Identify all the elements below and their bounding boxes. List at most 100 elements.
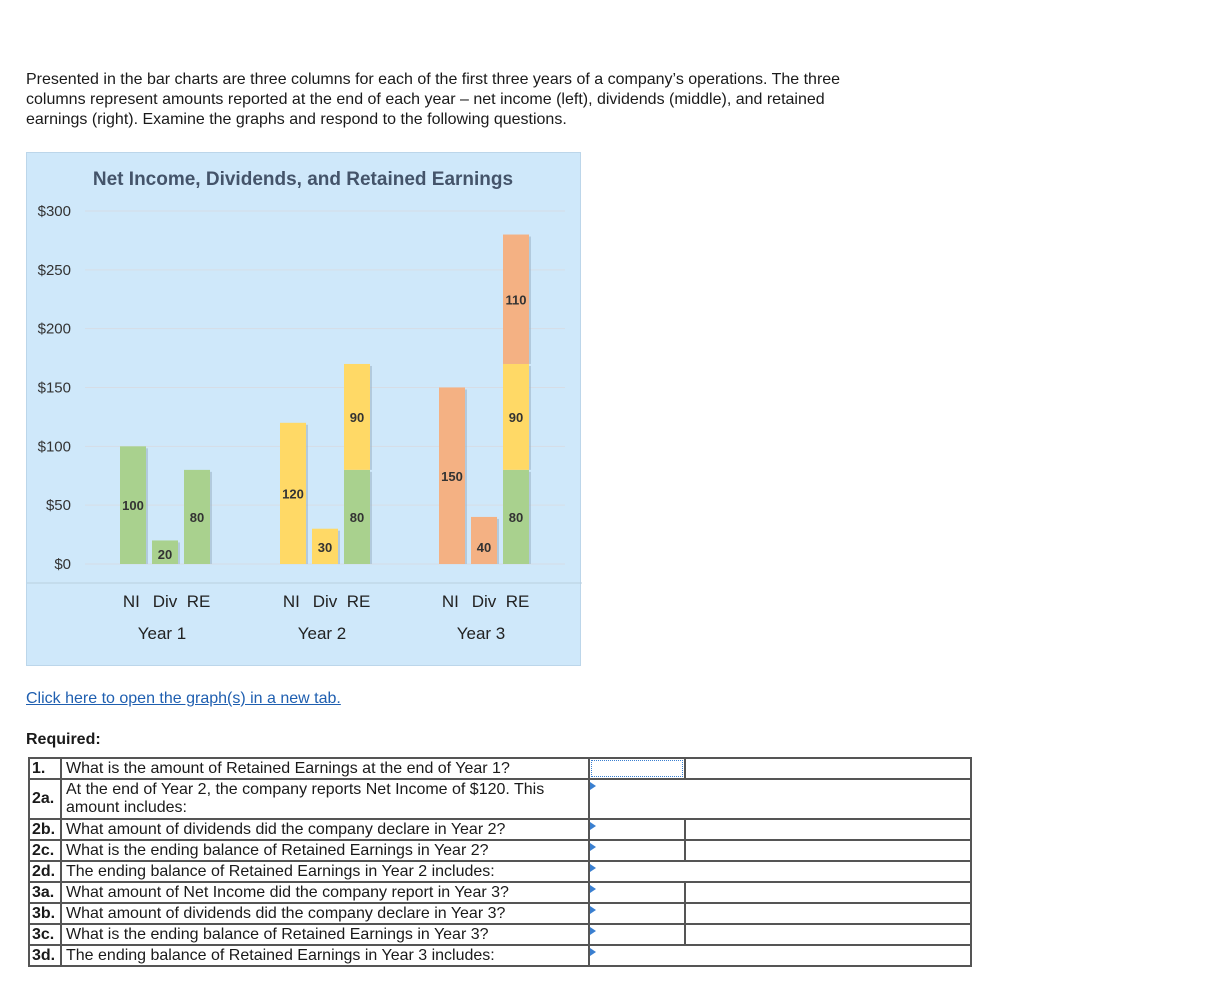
answer-input-cell[interactable] [685,903,971,924]
chart-svg: Net Income, Dividends, and Retained Earn… [27,153,582,667]
question-text: What is the ending balance of Retained E… [61,840,589,861]
y-tick-label: $50 [46,497,71,514]
instructions: Presented in the bar charts are three co… [26,70,946,130]
category-label: NI [442,592,459,611]
question-number: 2b. [29,819,61,840]
answer-input-2c[interactable] [686,841,970,860]
question-number: 3d. [29,945,61,966]
dropdown-marker-icon [590,906,596,914]
data-label: 30 [318,540,332,555]
dropdown-marker-icon [590,885,596,893]
bar-shadow [529,366,531,470]
y-tick-label: $100 [38,438,71,455]
data-label: 100 [122,498,144,513]
data-label: 20 [158,547,172,562]
question-row-3b: 3b. What amount of dividends did the com… [29,903,971,924]
questions-table: 1. What is the amount of Retained Earnin… [28,757,972,967]
year-label: Year 2 [298,624,347,643]
answer-dropdown-cell[interactable] [589,903,685,924]
data-label: 80 [509,510,523,525]
question-row-2a: 2a. At the end of Year 2, the company re… [29,779,971,819]
open-graph-link[interactable]: Click here to open the graph(s) in a new… [26,690,341,708]
answer-input-2b[interactable] [686,820,970,839]
question-text: At the end of Year 2, the company report… [61,779,589,819]
answer-dropdown-cell[interactable] [589,861,971,882]
question-number: 3b. [29,903,61,924]
category-label: Div [153,592,178,611]
answer-dropdown-cell[interactable] [589,819,685,840]
answer-input-cell[interactable] [685,882,971,903]
empty-cell [685,758,971,779]
answer-input-cell[interactable] [685,924,971,945]
answer-input-3b[interactable] [686,904,970,923]
data-label: 120 [282,486,304,501]
y-tick-label: $300 [38,203,71,220]
y-tick-label: $250 [38,262,71,279]
question-row-3c: 3c. What is the ending balance of Retain… [29,924,971,945]
question-row-3a: 3a. What amount of Net Income did the co… [29,882,971,903]
chart-title: Net Income, Dividends, and Retained Earn… [93,169,513,190]
bar-shadow [529,472,531,564]
category-label: RE [347,592,371,611]
bar-shadow [370,472,372,564]
answer-cell[interactable] [589,758,685,779]
question-text: What amount of Net Income did the compan… [61,882,589,903]
question-row-3d: 3d. The ending balance of Retained Earni… [29,945,971,966]
bar-shadow [178,542,180,564]
dropdown-marker-icon [590,822,596,830]
category-label: RE [506,592,530,611]
question-row-2c: 2c. What is the ending balance of Retain… [29,840,971,861]
data-label: 90 [350,410,364,425]
question-text: What amount of dividends did the company… [61,903,589,924]
question-number: 3c. [29,924,61,945]
dropdown-marker-icon [590,864,596,872]
question-row-2d: 2d. The ending balance of Retained Earni… [29,861,971,882]
dropdown-marker-icon [590,782,596,790]
answer-input-cell[interactable] [685,840,971,861]
instructions-line-2: columns represent amounts reported at th… [26,90,946,110]
data-label: 80 [350,510,364,525]
answer-input-1[interactable] [590,759,684,778]
question-text: What is the ending balance of Retained E… [61,924,589,945]
bar-shadow [306,425,308,564]
bar-shadow [529,237,531,364]
question-number: 1. [29,758,61,779]
answer-dropdown-cell[interactable] [589,924,685,945]
answer-dropdown-cell[interactable] [589,779,971,819]
question-text: The ending balance of Retained Earnings … [61,861,589,882]
data-label: 40 [477,540,491,555]
y-tick-label: $150 [38,380,71,397]
category-label: RE [187,592,211,611]
answer-input-3c[interactable] [686,925,970,944]
y-tick-label: $0 [54,556,71,573]
question-number: 3a. [29,882,61,903]
category-label: NI [283,592,300,611]
data-label: 90 [509,410,523,425]
answer-input-3a[interactable] [686,883,970,902]
bar-shadow [497,519,499,564]
instructions-line-3: earnings (right). Examine the graphs and… [26,110,946,130]
question-text: What is the amount of Retained Earnings … [61,758,589,779]
question-row-2b: 2b. What amount of dividends did the com… [29,819,971,840]
question-number: 2a. [29,779,61,819]
answer-input-cell[interactable] [685,819,971,840]
dropdown-marker-icon [590,843,596,851]
year-label: Year 1 [138,624,187,643]
answer-dropdown-cell[interactable] [589,840,685,861]
instructions-line-1: Presented in the bar charts are three co… [26,70,946,90]
question-row-1: 1. What is the amount of Retained Earnin… [29,758,971,779]
question-text: The ending balance of Retained Earnings … [61,945,589,966]
question-number: 2c. [29,840,61,861]
bar-chart: Net Income, Dividends, and Retained Earn… [26,152,581,666]
required-label: Required: [26,731,101,749]
dropdown-marker-icon [590,927,596,935]
answer-dropdown-cell[interactable] [589,882,685,903]
year-label: Year 3 [457,624,506,643]
question-number: 2d. [29,861,61,882]
question-text: What amount of dividends did the company… [61,819,589,840]
bar-shadow [338,531,340,564]
y-tick-label: $200 [38,321,71,338]
bar-shadow [370,366,372,470]
answer-dropdown-cell[interactable] [589,945,971,966]
bar-shadow [210,472,212,564]
